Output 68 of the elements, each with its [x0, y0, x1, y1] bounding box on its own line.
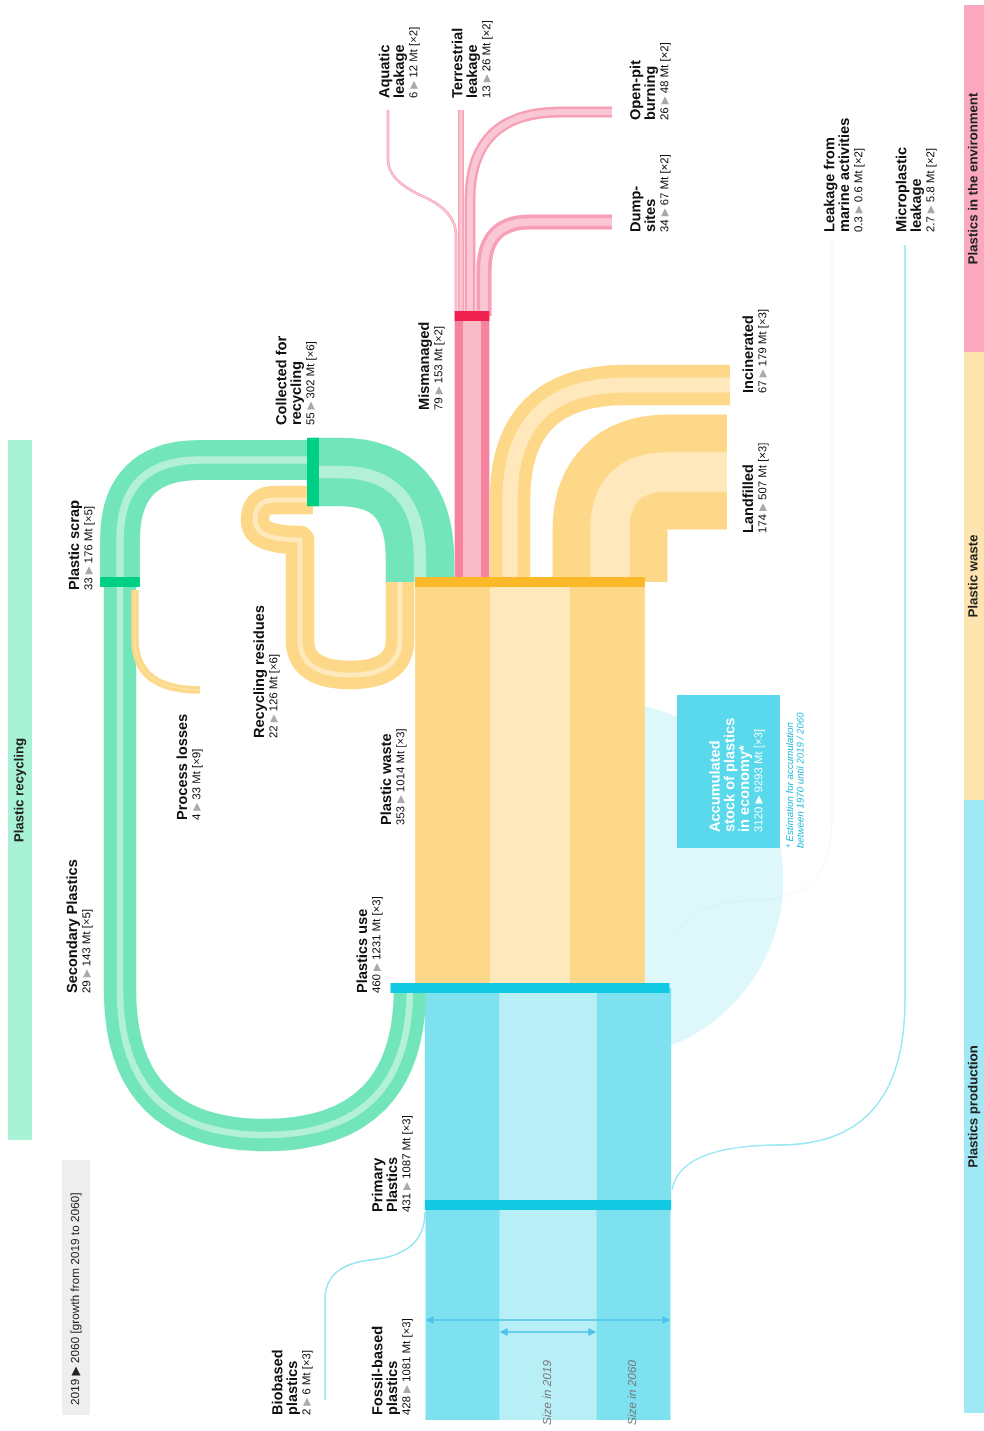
data-label: 26 Mt [×2] [482, 21, 493, 71]
data-label: 1014 Mt [×3] [396, 729, 407, 792]
category-label: Leakage from marine activities [823, 118, 850, 232]
category-label: Plastic scrap [68, 500, 82, 590]
data-label: 176 Mt [×5] [84, 506, 95, 563]
data-label: 26 [660, 107, 669, 120]
data-label: 1087 Mt [×3] [402, 1116, 413, 1179]
data-label: 507 Mt [×3] [758, 443, 769, 500]
category-label: Terrestrial leakage [451, 28, 480, 98]
data-label: 6 [409, 92, 418, 98]
data-label: 29 [82, 980, 91, 993]
text: 2019 ▶ 2060 [growth from 2019 to 2060] [70, 1193, 82, 1405]
data-label: 9293 Mt [×3] [754, 729, 765, 792]
category-label: Aquatic leakage [378, 44, 407, 98]
data-label: 2 [302, 1409, 311, 1415]
text: * Estimation for accumulation between 1970 until 2019 / 2060 [786, 712, 804, 848]
data-label: 33 Mt [×9] [192, 749, 203, 800]
category-label: Primary Plastics [371, 1157, 398, 1212]
data-label: 48 Mt [×2] [660, 43, 671, 93]
category-label: Mismanaged [418, 322, 432, 410]
category-label: Plastics use [356, 909, 368, 993]
data-label: 34 [660, 219, 669, 232]
data-label: 13 [482, 85, 491, 98]
category-label: Recycling residues [253, 605, 267, 738]
data-label: 55 [306, 412, 315, 425]
data-label: 1081 Mt [×3] [402, 1319, 413, 1382]
data-label: 12 Mt [×2] [409, 27, 420, 77]
data-label: 3120 [754, 807, 763, 832]
data-label: 6 Mt [×3] [302, 1350, 313, 1395]
text: Size in 2060 [627, 1360, 637, 1425]
data-label: 67 [758, 380, 767, 393]
data-label: 153 Mt [×2] [434, 326, 445, 383]
data-label: 79 [434, 397, 443, 410]
category-label: Accumulated stock of plastics in economy* [709, 718, 752, 832]
data-label: 179 Mt [×3] [758, 309, 769, 366]
text: Size in 2019 [542, 1360, 552, 1425]
data-label: 143 Mt [×5] [82, 909, 93, 966]
category-label: Open-pit burning [629, 60, 658, 120]
data-label: 33 [84, 577, 93, 590]
category-label: Plastic waste [380, 733, 392, 825]
category-label: Biobased plastics [271, 1350, 300, 1415]
data-label: 302 Mt [×6] [306, 342, 317, 399]
data-label: 4 [192, 814, 201, 820]
data-label: 5.8 Mt [×2] [926, 148, 937, 202]
category-label: Landfilled [742, 465, 754, 533]
data-label: 1231 Mt [×3] [372, 897, 383, 960]
category-label: Incinerated [742, 316, 754, 393]
data-label: 174 [758, 514, 767, 533]
category-label: Process losses [176, 714, 188, 820]
category-label: Secondary Plastics [66, 859, 80, 993]
text: Plastic recycling [13, 738, 27, 842]
category-label: Dump- sites [630, 186, 656, 232]
data-label: 22 [269, 725, 278, 738]
data-label: 126 Mt [×6] [269, 654, 280, 711]
data-label: 0.3 [854, 216, 863, 232]
data-label: 431 [402, 1193, 411, 1212]
category-label: Fossil-based plastics [371, 1326, 400, 1415]
data-label: 2.7 [926, 216, 935, 232]
text: Plastic waste [967, 535, 978, 617]
text: Plastics production [967, 1046, 981, 1167]
data-label: 460 [372, 974, 381, 993]
data-label: 353 [396, 806, 405, 825]
data-label: 67 Mt [×2] [660, 155, 671, 205]
text: Plastics in the environment [967, 92, 978, 264]
category-label: Collected for recycling [275, 336, 304, 425]
data-label: 428 [402, 1396, 411, 1415]
data-label: 0.6 Mt [×2] [854, 148, 865, 202]
category-label: Microplastic leakage [895, 147, 924, 232]
